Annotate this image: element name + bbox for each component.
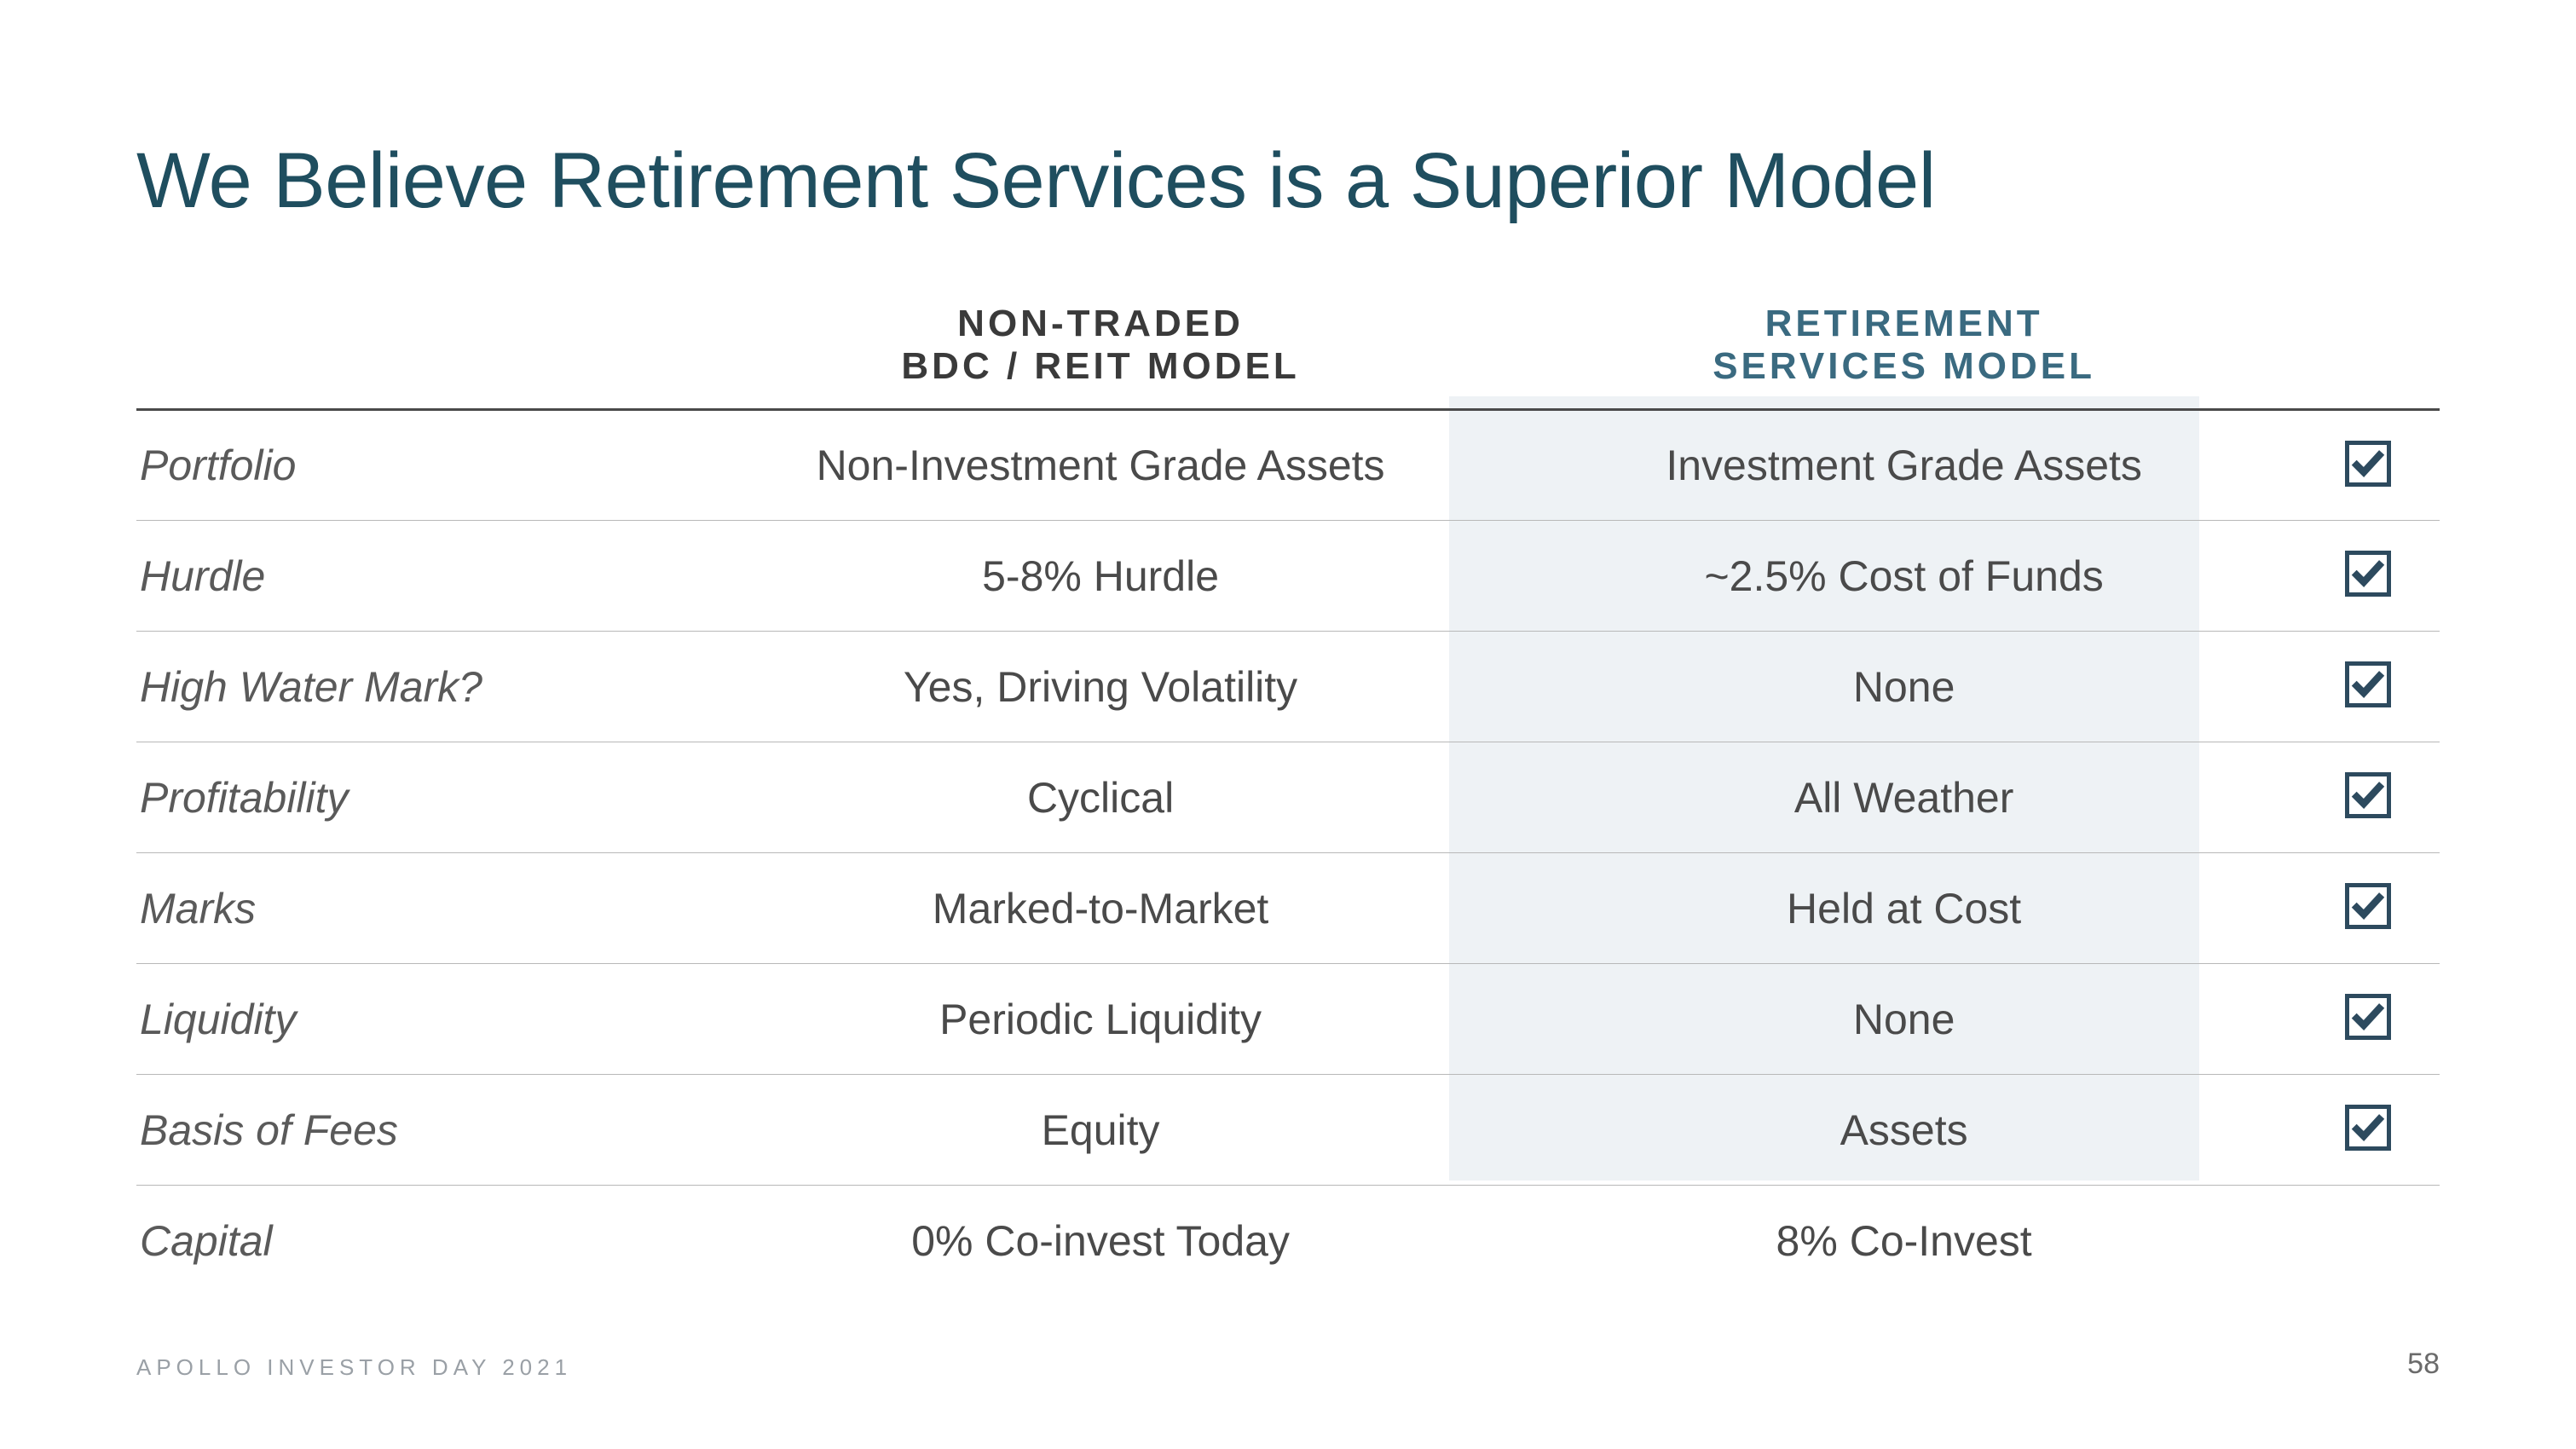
cell-check <box>2296 964 2440 1075</box>
cell-retirement: ~2.5% Cost of Funds <box>1511 521 2297 632</box>
table-row: LiquidityPeriodic LiquidityNone <box>136 964 2440 1075</box>
checkmark-icon <box>2345 772 2391 818</box>
table-row: MarksMarked-to-MarketHeld at Cost <box>136 853 2440 964</box>
table-row: Basis of FeesEquityAssets <box>136 1075 2440 1186</box>
header-col1-line1: NON-TRADED <box>957 303 1244 344</box>
table-header-row: NON-TRADED BDC / REIT MODEL RETIREMENT S… <box>136 303 2440 410</box>
comparison-table-wrap: NON-TRADED BDC / REIT MODEL RETIREMENT S… <box>136 303 2440 1296</box>
table-row: Hurdle5-8% Hurdle~2.5% Cost of Funds <box>136 521 2440 632</box>
comparison-table: NON-TRADED BDC / REIT MODEL RETIREMENT S… <box>136 303 2440 1296</box>
cell-non-traded: 0% Co-invest Today <box>690 1186 1511 1296</box>
header-col2-line1: RETIREMENT <box>1765 303 2043 344</box>
cell-retirement: All Weather <box>1511 742 2297 853</box>
cell-check <box>2296 521 2440 632</box>
row-label: Portfolio <box>136 410 690 521</box>
cell-non-traded: Marked-to-Market <box>690 853 1511 964</box>
header-col1-line2: BDC / REIT MODEL <box>690 345 1511 388</box>
row-label: Marks <box>136 853 690 964</box>
table-row: ProfitabilityCyclicalAll Weather <box>136 742 2440 853</box>
cell-check <box>2296 853 2440 964</box>
header-retirement: RETIREMENT SERVICES MODEL <box>1511 303 2297 410</box>
checkmark-icon <box>2345 994 2391 1040</box>
table-body: PortfolioNon-Investment Grade AssetsInve… <box>136 410 2440 1296</box>
cell-retirement: None <box>1511 964 2297 1075</box>
header-non-traded: NON-TRADED BDC / REIT MODEL <box>690 303 1511 410</box>
cell-non-traded: Yes, Driving Volatility <box>690 632 1511 742</box>
cell-non-traded: Periodic Liquidity <box>690 964 1511 1075</box>
checkmark-icon <box>2345 551 2391 597</box>
footer-text: APOLLO INVESTOR DAY 2021 <box>136 1354 572 1381</box>
header-blank <box>136 303 690 410</box>
cell-non-traded: Non-Investment Grade Assets <box>690 410 1511 521</box>
cell-non-traded: Cyclical <box>690 742 1511 853</box>
cell-check <box>2296 1186 2440 1296</box>
table-row: Capital0% Co-invest Today8% Co-Invest <box>136 1186 2440 1296</box>
page-number: 58 <box>2407 1348 2440 1381</box>
checkmark-icon <box>2345 661 2391 707</box>
cell-non-traded: Equity <box>690 1075 1511 1186</box>
slide-title: We Believe Retirement Services is a Supe… <box>136 136 2440 226</box>
row-label: High Water Mark? <box>136 632 690 742</box>
row-label: Basis of Fees <box>136 1075 690 1186</box>
row-label: Hurdle <box>136 521 690 632</box>
cell-check <box>2296 742 2440 853</box>
cell-check <box>2296 410 2440 521</box>
checkmark-icon <box>2345 1105 2391 1151</box>
row-label: Profitability <box>136 742 690 853</box>
cell-non-traded: 5-8% Hurdle <box>690 521 1511 632</box>
header-col2-line2: SERVICES MODEL <box>1511 345 2297 388</box>
slide: We Believe Retirement Services is a Supe… <box>0 0 2576 1449</box>
table-row: PortfolioNon-Investment Grade AssetsInve… <box>136 410 2440 521</box>
cell-retirement: 8% Co-Invest <box>1511 1186 2297 1296</box>
table-row: High Water Mark?Yes, Driving VolatilityN… <box>136 632 2440 742</box>
row-label: Liquidity <box>136 964 690 1075</box>
cell-retirement: Assets <box>1511 1075 2297 1186</box>
cell-retirement: Held at Cost <box>1511 853 2297 964</box>
cell-check <box>2296 1075 2440 1186</box>
checkmark-icon <box>2345 883 2391 929</box>
cell-retirement: None <box>1511 632 2297 742</box>
checkmark-icon <box>2345 441 2391 487</box>
cell-check <box>2296 632 2440 742</box>
cell-retirement: Investment Grade Assets <box>1511 410 2297 521</box>
row-label: Capital <box>136 1186 690 1296</box>
header-check-blank <box>2296 303 2440 410</box>
